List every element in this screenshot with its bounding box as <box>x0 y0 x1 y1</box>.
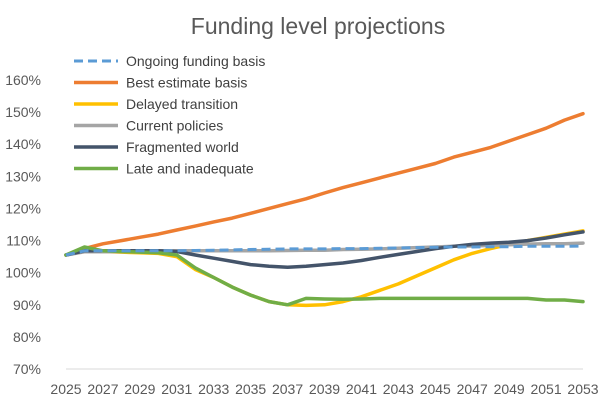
y-tick-label: 140% <box>5 136 41 152</box>
x-tick-label: 2053 <box>567 381 598 397</box>
x-tick-label: 2043 <box>383 381 414 397</box>
x-tick-label: 2045 <box>420 381 451 397</box>
y-tick-label: 160% <box>5 72 41 88</box>
y-tick-label: 110% <box>6 233 41 249</box>
series-line-late-and-inadequate <box>64 245 585 307</box>
x-tick-label: 2039 <box>309 381 340 397</box>
x-tick-label: 2037 <box>272 381 303 397</box>
legend-label: Ongoing funding basis <box>126 53 265 69</box>
axis-layer: 70% 80% 90% 100% 110% 120% 130% 140% 150% 160% 202… <box>5 72 599 397</box>
x-tick-label: 2029 <box>124 381 155 397</box>
series-line-best-estimate-basis <box>64 111 585 257</box>
x-tick-label: 2047 <box>457 381 488 397</box>
x-tick-label: 2051 <box>530 381 561 397</box>
x-tick-label: 2031 <box>161 381 192 397</box>
y-tick-label: 80% <box>13 329 41 345</box>
y-tick-label: 130% <box>5 168 41 184</box>
legend-label: Current policies <box>126 118 223 134</box>
y-tick-label: 150% <box>5 104 41 120</box>
series-layer <box>64 111 585 308</box>
x-tick-label: 2033 <box>198 381 229 397</box>
chart-title: Funding level projections <box>191 13 445 39</box>
y-tick-label: 90% <box>13 297 41 313</box>
legend-label: Best estimate basis <box>126 75 247 91</box>
x-tick-label: 2025 <box>50 381 81 397</box>
x-tick-label: 2027 <box>87 381 118 397</box>
x-tick-label: 2035 <box>235 381 266 397</box>
y-tick-label: 70% <box>13 361 41 377</box>
series-line-ongoing-funding-basis <box>65 244 584 257</box>
legend-label: Late and inadequate <box>126 161 254 177</box>
chart-legend: Ongoing funding basis Best estimate basis… <box>74 53 265 177</box>
y-tick-label: 100% <box>5 265 41 281</box>
legend-label: Delayed transition <box>126 96 238 112</box>
x-tick-label: 2041 <box>346 381 377 397</box>
legend-label: Fragmented world <box>126 139 239 155</box>
x-tick-label: 2049 <box>494 381 525 397</box>
y-tick-label: 120% <box>5 200 41 216</box>
